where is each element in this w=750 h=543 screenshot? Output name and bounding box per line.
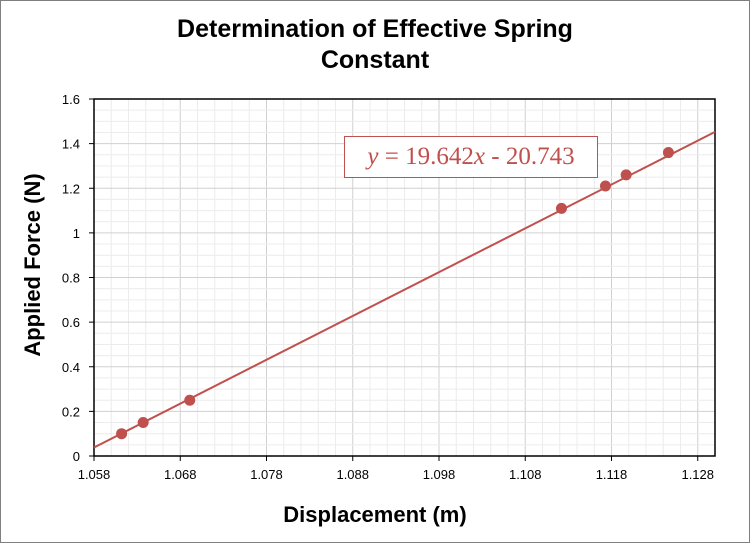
chart-title-line-1: Determination of Effective Spring — [177, 15, 573, 43]
x-tick-label: 1.068 — [164, 467, 197, 482]
y-tick-label: 0.4 — [62, 360, 80, 375]
y-tick-label: 1.2 — [62, 181, 80, 196]
equation-y: y — [367, 143, 379, 170]
data-point — [184, 394, 196, 406]
y-tick-label: 1.4 — [62, 137, 80, 152]
chart-title: Determination of Effective Spring Consta… — [0, 14, 750, 76]
data-point — [137, 417, 149, 429]
x-tick-label: 1.058 — [78, 467, 111, 482]
y-axis-label: Applied Force (N) — [20, 173, 45, 357]
x-tick-label: 1.088 — [336, 467, 369, 482]
trendline-equation: y = 19.642x - 20.743 — [344, 136, 598, 178]
data-point — [555, 202, 567, 214]
data-point — [599, 180, 611, 192]
y-tick-label: 0.8 — [62, 271, 80, 286]
y-tick-label: 1.6 — [62, 92, 80, 107]
x-tick-label: 1.108 — [509, 467, 542, 482]
y-tick-label: 0 — [73, 449, 80, 464]
plot-border — [93, 98, 716, 457]
y-tick-label: 0.6 — [62, 315, 80, 330]
x-tick-label: 1.078 — [250, 467, 283, 482]
y-tick-label: 1 — [73, 226, 80, 241]
equation-x: x — [473, 143, 485, 170]
x-axis-label: Displacement (m) — [283, 502, 467, 527]
equation-intercept-part: - 20.743 — [485, 143, 575, 170]
data-point — [116, 428, 128, 440]
x-tick-label: 1.098 — [423, 467, 456, 482]
x-tick-label: 1.128 — [681, 467, 714, 482]
y-tick-label: 0.2 — [62, 404, 80, 419]
chart-title-line-2: Constant — [320, 46, 430, 74]
data-point — [662, 147, 674, 159]
data-point — [620, 169, 632, 181]
trendline — [93, 131, 716, 449]
x-tick-label: 1.118 — [596, 467, 628, 482]
equation-slope-part: = 19.642 — [384, 143, 474, 170]
